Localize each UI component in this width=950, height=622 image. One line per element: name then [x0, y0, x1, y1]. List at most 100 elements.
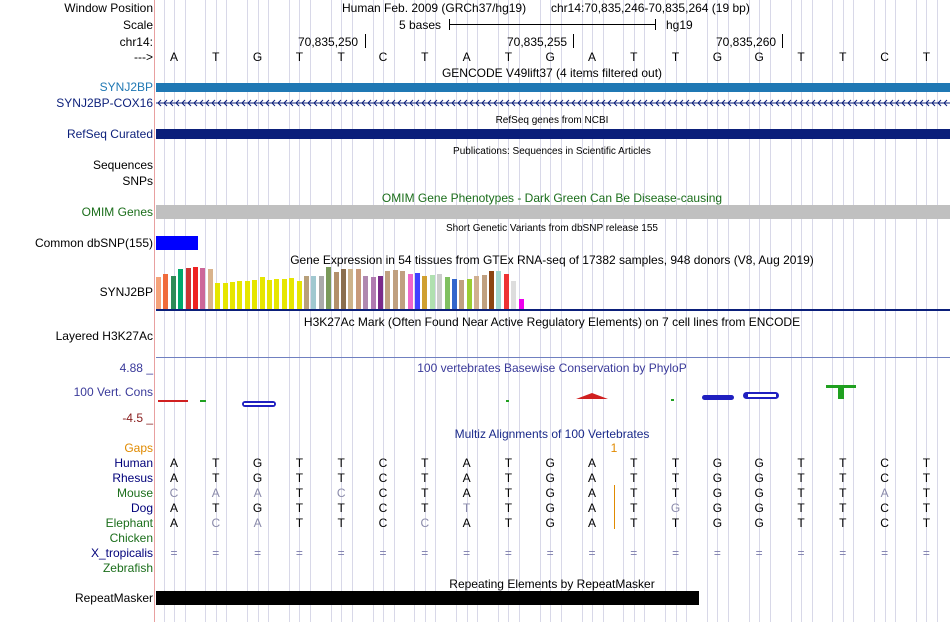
- gtex-tissue-bar[interactable]: [156, 277, 161, 309]
- gtex-tissue-bar[interactable]: [274, 279, 280, 309]
- gtex-tissue-bar[interactable]: [178, 269, 184, 309]
- gtex-tissue-bar[interactable]: [267, 280, 272, 309]
- grid-line: [770, 0, 771, 622]
- grid-line: [582, 0, 583, 622]
- grid-line: [895, 0, 896, 622]
- gtex-tissue-bar[interactable]: [341, 269, 346, 309]
- multiz-species-label[interactable]: Dog: [130, 501, 153, 515]
- gtex-tissue-bar[interactable]: [311, 276, 317, 309]
- gtex-tissue-bar[interactable]: [355, 269, 361, 309]
- gtex-tissue-bar[interactable]: [407, 274, 413, 309]
- gtex-track-label[interactable]: SYNJ2BP: [99, 285, 153, 299]
- alignment-base: =: [922, 546, 930, 560]
- gtex-tissue-bar[interactable]: [392, 270, 398, 309]
- alignment-base: =: [254, 546, 262, 560]
- gtex-tissue-bar[interactable]: [385, 271, 391, 309]
- strand-chevron: [733, 99, 738, 107]
- gtex-tissue-bar[interactable]: [185, 268, 191, 309]
- phylop-logo[interactable]: [156, 380, 950, 410]
- alignment-base: A: [462, 486, 471, 500]
- gtex-tissue-bar[interactable]: [422, 276, 428, 309]
- gencode-synj2bp-gene[interactable]: [156, 83, 950, 92]
- strand-chevron: [337, 99, 342, 107]
- multiz-species-label[interactable]: X_tropicalis: [90, 546, 153, 560]
- gtex-tissue-bar[interactable]: [429, 275, 435, 309]
- omim-track-label[interactable]: OMIM Genes: [81, 205, 153, 219]
- gtex-tissue-bar[interactable]: [200, 268, 206, 309]
- gtex-tissue-bar[interactable]: [400, 271, 406, 309]
- gtex-tissue-bar[interactable]: [481, 275, 487, 309]
- gtex-tissue-bar[interactable]: [193, 267, 198, 309]
- omim-phenotype-bar[interactable]: [156, 205, 950, 219]
- strand-chevron: [499, 99, 504, 107]
- gtex-tissue-bar[interactable]: [466, 279, 472, 309]
- gtex-tissue-bar[interactable]: [452, 279, 457, 309]
- multiz-species-label[interactable]: Mouse: [116, 486, 153, 500]
- gtex-tissue-bar[interactable]: [348, 269, 354, 309]
- gtex-tissue-bar[interactable]: [163, 274, 169, 309]
- gtex-tissue-bar[interactable]: [444, 277, 450, 309]
- multiz-species-label[interactable]: Elephant: [105, 516, 153, 530]
- publications-sequences-label[interactable]: Sequences: [92, 158, 153, 172]
- gtex-tissue-bar[interactable]: [237, 281, 243, 309]
- gtex-tissue-bar[interactable]: [296, 281, 302, 309]
- dbsnp-track-label[interactable]: Common dbSNP(155): [34, 236, 153, 250]
- gtex-tissue-bar[interactable]: [459, 280, 465, 309]
- phylop-track-label[interactable]: 100 Vert. Cons: [73, 385, 153, 399]
- gtex-tissue-bar[interactable]: [518, 299, 524, 309]
- gtex-tissue-bar[interactable]: [281, 279, 287, 309]
- gtex-tissue-bar[interactable]: [318, 276, 324, 309]
- gtex-tissue-bar[interactable]: [244, 281, 250, 309]
- gtex-tissue-bar[interactable]: [230, 282, 235, 309]
- alignment-base: T: [839, 471, 847, 485]
- repeatmasker-element[interactable]: [156, 591, 699, 605]
- gtex-tissue-bar[interactable]: [437, 274, 443, 309]
- grid-line: [477, 0, 478, 622]
- reference-base: T: [922, 50, 931, 64]
- gtex-tissue-bar[interactable]: [378, 276, 383, 309]
- gencode-cox16-gene[interactable]: [156, 97, 950, 109]
- gtex-tissue-bar[interactable]: [304, 276, 309, 309]
- gtex-tissue-bar[interactable]: [259, 277, 265, 309]
- strand-chevron: [397, 99, 402, 107]
- alignment-base: T: [337, 516, 345, 530]
- strand-chevron: [763, 99, 768, 107]
- multiz-species-label[interactable]: Zebrafish: [102, 561, 153, 575]
- dbsnp-variant[interactable]: [156, 236, 198, 250]
- multiz-species-label[interactable]: Chicken: [109, 531, 153, 545]
- strand-chevron: [583, 99, 588, 107]
- refseq-track-label[interactable]: RefSeq Curated: [66, 127, 153, 141]
- gtex-tissue-bar[interactable]: [415, 273, 420, 309]
- gtex-tissue-bar[interactable]: [370, 277, 376, 309]
- gtex-tissue-bar[interactable]: [474, 276, 480, 309]
- multiz-species-label[interactable]: Human: [114, 456, 153, 470]
- gtex-tissue-bar[interactable]: [222, 283, 228, 309]
- repeatmasker-track-label[interactable]: RepeatMasker: [74, 591, 153, 605]
- gtex-tissue-bar[interactable]: [489, 271, 494, 309]
- refseq-synj2bp-gene[interactable]: [156, 129, 950, 139]
- gtex-tissue-bar[interactable]: [496, 271, 502, 309]
- gtex-tissue-bar[interactable]: [326, 267, 332, 309]
- gencode-row-cox16-label[interactable]: SYNJ2BP-COX16: [56, 96, 153, 110]
- gtex-tissue-bar[interactable]: [503, 274, 509, 309]
- multiz-species-label[interactable]: Rhesus: [112, 471, 153, 485]
- gtex-tissue-bar[interactable]: [289, 278, 295, 309]
- alignment-base: G: [545, 501, 555, 515]
- strand-chevron: [799, 99, 804, 107]
- gtex-tissue-bar[interactable]: [170, 276, 176, 309]
- gencode-row-synj2bp-label[interactable]: SYNJ2BP: [99, 80, 153, 94]
- gtex-tissue-bar[interactable]: [252, 280, 258, 309]
- alignment-base: T: [797, 516, 805, 530]
- gtex-tissue-bar[interactable]: [363, 276, 369, 309]
- strand-chevron: [709, 99, 714, 107]
- grid-line: [686, 0, 687, 622]
- publications-snps-label[interactable]: SNPs: [122, 174, 153, 188]
- gtex-tissue-bar[interactable]: [207, 269, 213, 309]
- gtex-tissue-bar[interactable]: [333, 272, 339, 309]
- h3k27ac-track-label[interactable]: Layered H3K27Ac: [55, 329, 153, 343]
- omim-track-title: OMIM Gene Phenotypes - Dark Green Can Be…: [381, 191, 723, 205]
- gtex-tissue-bar[interactable]: [215, 283, 221, 309]
- alignment-base: =: [839, 546, 847, 560]
- alignment-base: =: [170, 546, 178, 560]
- gtex-tissue-bar[interactable]: [511, 281, 517, 309]
